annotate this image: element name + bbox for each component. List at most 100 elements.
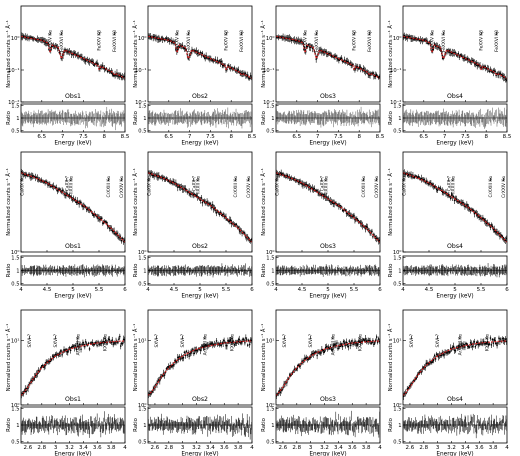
data-point: [168, 180, 170, 183]
data-point: [357, 343, 359, 345]
data-point: [242, 338, 244, 340]
data-point: [309, 46, 312, 48]
x-tick-label: 3.8: [107, 445, 116, 451]
data-points: [21, 333, 125, 399]
data-point: [248, 77, 251, 80]
data-point: [315, 189, 317, 192]
data-point: [76, 342, 78, 345]
data-point: [321, 348, 323, 351]
data-point: [37, 178, 40, 181]
data-point: [416, 176, 419, 179]
data-point: [181, 44, 184, 47]
data-point: [505, 340, 507, 343]
data-point: [462, 202, 464, 204]
data-point: [378, 340, 380, 343]
data-point: [500, 234, 502, 236]
data-point: [152, 174, 154, 177]
data-point: [112, 230, 114, 233]
data-point: [82, 341, 84, 344]
data-point: [377, 338, 380, 340]
data-point: [433, 359, 435, 361]
data-point: [308, 46, 311, 48]
data-point: [454, 197, 457, 200]
data-point: [104, 68, 107, 71]
data-point: [206, 57, 208, 59]
data-point: [450, 197, 452, 200]
data-point: [497, 342, 499, 344]
data-point: [218, 213, 221, 215]
data-point: [482, 217, 484, 219]
data-point: [425, 39, 427, 42]
data-point: [46, 361, 48, 363]
data-point: [75, 201, 78, 204]
data-point: [76, 200, 78, 202]
data-point: [120, 76, 123, 79]
data-point: [409, 385, 411, 387]
data-point: [495, 231, 497, 233]
data-point: [50, 185, 52, 188]
data-point: [436, 189, 439, 191]
data-point: [205, 55, 207, 57]
line-label: FeXXVI Kα: [314, 30, 320, 52]
data-point: [32, 38, 34, 40]
x-tick-label: 2.6: [406, 445, 415, 451]
data-point: [453, 199, 456, 202]
data-point: [233, 67, 236, 69]
data-point: [189, 353, 191, 355]
data-point: [295, 179, 298, 182]
data-point: [335, 55, 337, 57]
x-tick-label: 3.6: [93, 445, 102, 451]
x-tick-label: 6.5: [419, 134, 428, 140]
data-point: [472, 209, 475, 212]
data-point: [418, 371, 421, 374]
data-point: [58, 51, 60, 54]
data-point: [229, 339, 231, 342]
data-point: [287, 175, 289, 178]
data-point: [424, 366, 426, 369]
data-point: [161, 177, 164, 179]
x-tick-label: 7.5: [461, 134, 470, 140]
data-point: [99, 342, 101, 345]
x-tick-label: 3.6: [348, 445, 357, 451]
data-point: [293, 368, 296, 371]
data-point: [176, 184, 178, 186]
data-point: [432, 359, 434, 362]
data-point: [504, 78, 507, 80]
data-point: [427, 42, 429, 45]
data-point: [97, 63, 99, 65]
ratio-y-axis-label: Ratio: [261, 418, 267, 432]
data-point: [428, 363, 430, 365]
data-point: [458, 345, 460, 347]
data-point: [404, 173, 407, 175]
data-point: [289, 374, 291, 376]
data-point: [412, 174, 414, 176]
data-point: [116, 233, 118, 235]
data-point: [289, 374, 292, 376]
ratio-points: [276, 106, 380, 128]
data-point: [364, 70, 367, 73]
data-point: [230, 222, 233, 225]
x-tick-label: 8.5: [503, 134, 512, 140]
data-point: [445, 351, 447, 353]
ratio-y-tick-label: 0.5: [11, 439, 19, 445]
data-point: [114, 342, 116, 344]
data-point: [469, 61, 472, 63]
data-point: [475, 62, 477, 64]
data-point: [47, 184, 49, 186]
data-point: [71, 199, 74, 201]
observation-label: Obs4: [447, 396, 463, 403]
data-point: [301, 360, 303, 362]
line-label: CaXX ?: [446, 176, 452, 191]
data-point: [496, 344, 498, 347]
data-point: [474, 211, 477, 213]
observation-label: Obs1: [65, 396, 81, 403]
x-tick-label: 8: [102, 134, 106, 140]
data-point: [90, 60, 93, 63]
data-point: [89, 342, 92, 344]
data-point: [468, 346, 471, 348]
data-point: [489, 68, 492, 71]
data-point: [436, 354, 439, 356]
data-point: [211, 59, 213, 61]
ratio-y-tick-label: 0.5: [11, 129, 19, 135]
data-point: [24, 174, 26, 176]
